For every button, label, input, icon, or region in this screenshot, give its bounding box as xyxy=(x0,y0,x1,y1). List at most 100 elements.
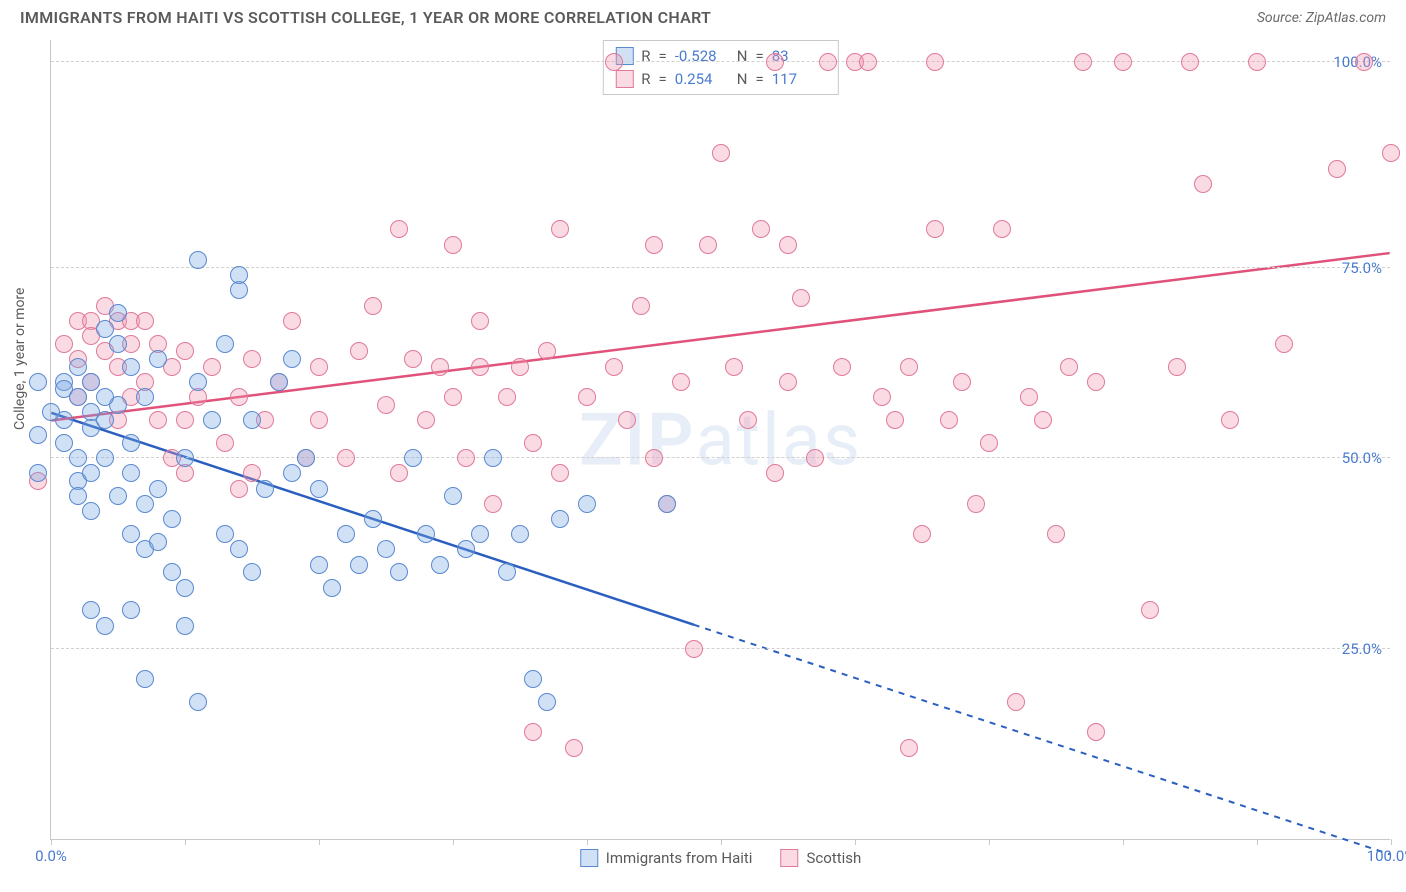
swatch-scottish xyxy=(780,849,798,867)
swatch-scottish xyxy=(615,70,633,88)
scottish-point xyxy=(230,480,248,498)
scottish-point xyxy=(1060,358,1078,376)
scottish-point xyxy=(712,144,730,162)
haiti-point xyxy=(350,556,368,574)
haiti-point xyxy=(136,388,154,406)
haiti-point xyxy=(377,540,395,558)
scottish-point xyxy=(1074,53,1092,71)
scottish-point xyxy=(524,434,542,452)
haiti-point xyxy=(270,373,288,391)
haiti-point xyxy=(230,540,248,558)
legend-item-scottish: Scottish xyxy=(780,849,861,867)
scottish-point xyxy=(457,449,475,467)
scottish-point xyxy=(1328,160,1346,178)
haiti-point xyxy=(230,266,248,284)
scottish-point xyxy=(819,53,837,71)
source-label: Source: xyxy=(1257,10,1302,26)
haiti-point xyxy=(122,601,140,619)
haiti-point xyxy=(417,525,435,543)
x-tick xyxy=(1257,839,1258,845)
haiti-point xyxy=(337,525,355,543)
haiti-point xyxy=(82,464,100,482)
scottish-point xyxy=(377,396,395,414)
x-tick-label: 100.0% xyxy=(1367,847,1406,865)
legend-item-haiti: Immigrants from Haiti xyxy=(580,849,753,867)
scottish-point xyxy=(1181,53,1199,71)
scottish-point xyxy=(1382,144,1400,162)
scottish-point xyxy=(444,388,462,406)
haiti-point xyxy=(82,373,100,391)
scottish-point xyxy=(1141,601,1159,619)
scottish-point xyxy=(176,411,194,429)
equals: = xyxy=(659,68,667,91)
scottish-point xyxy=(149,411,167,429)
scottish-point xyxy=(1221,411,1239,429)
scottish-point xyxy=(1275,335,1293,353)
scottish-point xyxy=(900,739,918,757)
scottish-point xyxy=(444,236,462,254)
scottish-point xyxy=(806,449,824,467)
haiti-point xyxy=(29,373,47,391)
stats-row-haiti: R = -0.528 N = 83 xyxy=(615,45,825,68)
x-tick xyxy=(587,839,588,845)
haiti-point xyxy=(310,480,328,498)
scottish-point xyxy=(551,464,569,482)
haiti-point xyxy=(524,670,542,688)
scottish-point xyxy=(1087,373,1105,391)
x-tick-label: 0.0% xyxy=(35,847,67,865)
haiti-point xyxy=(82,502,100,520)
scottish-point xyxy=(967,495,985,513)
scottish-point xyxy=(1194,175,1212,193)
scottish-point xyxy=(859,53,877,71)
haiti-point xyxy=(82,601,100,619)
scottish-point xyxy=(390,220,408,238)
scottish-point xyxy=(926,53,944,71)
scottish-point xyxy=(792,289,810,307)
scottish-point xyxy=(216,434,234,452)
scottish-point xyxy=(926,220,944,238)
haiti-point xyxy=(484,449,502,467)
scottish-point xyxy=(230,388,248,406)
scottish-point xyxy=(431,358,449,376)
scottish-point xyxy=(913,525,931,543)
haiti-point xyxy=(444,487,462,505)
r-label: R xyxy=(641,68,650,91)
y-tick-label: 25.0% xyxy=(1342,640,1382,658)
haiti-point xyxy=(109,304,127,322)
haiti-point xyxy=(578,495,596,513)
chart-title: IMMIGRANTS FROM HAITI VS SCOTTISH COLLEG… xyxy=(20,8,711,27)
haiti-point xyxy=(122,358,140,376)
haiti-point xyxy=(216,335,234,353)
haiti-point xyxy=(69,358,87,376)
legend-label-scottish: Scottish xyxy=(806,849,861,867)
scottish-point xyxy=(1355,53,1373,71)
scottish-point xyxy=(565,739,583,757)
haiti-point xyxy=(457,540,475,558)
haiti-point xyxy=(96,388,114,406)
scottish-point xyxy=(310,411,328,429)
haiti-point xyxy=(189,373,207,391)
haiti-point xyxy=(216,525,234,543)
haiti-point xyxy=(29,426,47,444)
scottish-point xyxy=(1168,358,1186,376)
scottish-point xyxy=(1087,723,1105,741)
gridline xyxy=(51,267,1390,268)
scottish-point xyxy=(511,358,529,376)
scottish-point xyxy=(1034,411,1052,429)
haiti-point xyxy=(69,449,87,467)
haiti-point xyxy=(323,579,341,597)
equals: = xyxy=(755,68,763,91)
scottish-point xyxy=(310,358,328,376)
scottish-point xyxy=(404,350,422,368)
haiti-trend-dashed xyxy=(694,625,1390,855)
scottish-point xyxy=(55,335,73,353)
haiti-point xyxy=(109,335,127,353)
x-tick xyxy=(989,839,990,845)
scottish-point xyxy=(645,236,663,254)
scottish-point xyxy=(1047,525,1065,543)
scottish-point xyxy=(551,220,569,238)
bottom-legend: Immigrants from Haiti Scottish xyxy=(580,849,862,867)
haiti-point xyxy=(69,487,87,505)
scottish-point xyxy=(484,495,502,513)
scottish-point xyxy=(725,358,743,376)
